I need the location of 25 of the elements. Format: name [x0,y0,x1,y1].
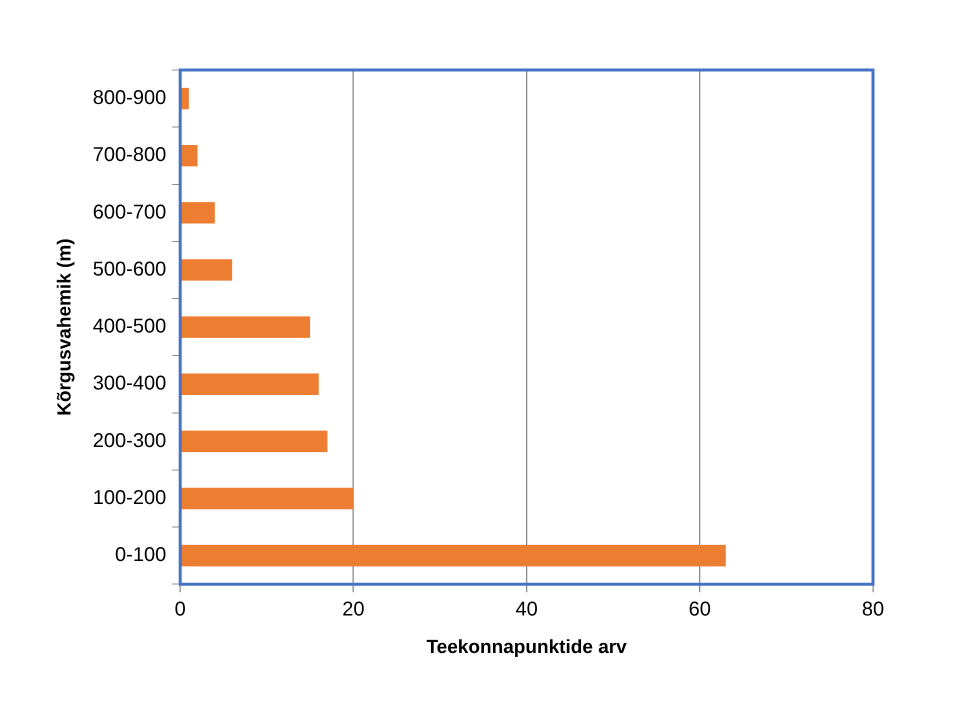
y-tick-label: 0-100 [115,544,166,566]
x-tick-label: 20 [342,598,365,621]
bar [180,259,232,281]
bar [180,374,319,395]
y-tick-label: 200-300 [92,430,166,452]
bar [180,430,328,452]
bar [180,544,726,566]
y-tick-label: 300-400 [92,372,166,395]
x-axis-title: Teekonnapunktide arv [426,636,628,658]
x-tick-label: 40 [515,598,538,621]
bar [180,316,310,338]
y-tick-label: 400-500 [92,316,166,338]
y-tick-label: 500-600 [92,258,166,280]
bar [180,88,189,110]
y-tick-label: 800-900 [92,87,166,110]
x-tick-label: 60 [688,598,711,621]
y-axis-title: Kõrgusvahemik (m) [54,238,76,416]
bar [180,144,198,166]
x-tick-label: 80 [862,598,884,621]
y-tick-label: 700-800 [92,144,166,166]
y-tick-label: 100-200 [92,487,166,510]
x-tick-label: 0 [174,598,186,621]
bar [180,488,354,510]
y-tick-label: 600-700 [92,201,166,224]
bar [180,202,215,224]
